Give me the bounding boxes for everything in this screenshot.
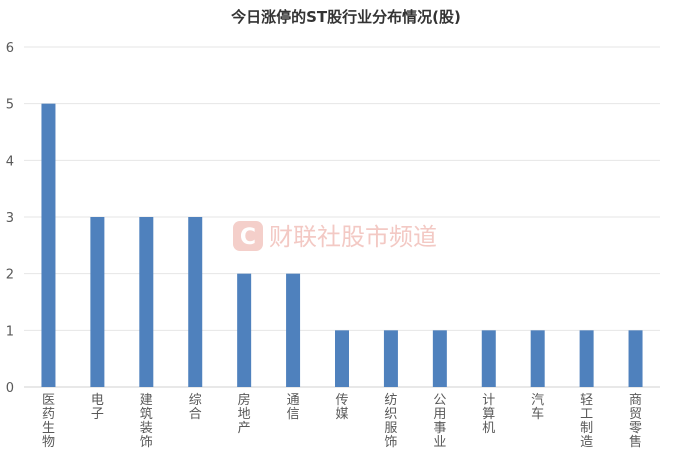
bar	[237, 273, 252, 387]
chart-title: 今日涨停的ST股行业分布情况(股)	[230, 8, 461, 26]
bar	[90, 217, 105, 387]
bar	[432, 330, 447, 387]
bar	[188, 217, 203, 387]
bar	[579, 330, 594, 387]
bar	[335, 330, 349, 387]
x-tick-label: 医药生物	[42, 393, 55, 450]
bar	[286, 273, 301, 387]
x-tick-label: 计算机	[482, 393, 495, 436]
bar	[530, 330, 545, 387]
x-tick-label: 传媒	[335, 393, 348, 422]
watermark-text: 财联社股市频道	[269, 223, 437, 251]
y-tick-label: 3	[6, 211, 14, 226]
x-tick-label: 电子	[91, 393, 104, 422]
y-tick-label: 2	[6, 268, 14, 283]
bar	[41, 103, 56, 388]
x-tick-label: 建筑装饰	[140, 393, 153, 450]
watermark-logo-icon: C	[233, 221, 263, 251]
svg-text:C: C	[240, 225, 256, 250]
watermark: C 财联社股市频道	[233, 221, 437, 251]
bars-layer	[41, 103, 643, 388]
bar	[628, 330, 643, 387]
x-axis-ticks: 医药生物 电子 建筑装饰 综合 房地产 通信 传媒 纺织服饰 公用事业 计算机 汽车 轻工制造 商贸零售	[42, 392, 642, 450]
y-tick-label: 1	[6, 324, 14, 339]
y-tick-label: 5	[6, 98, 14, 113]
x-tick-label: 公用事业	[433, 393, 446, 450]
x-tick-label: 轻工制造	[580, 393, 593, 450]
y-tick-label: 4	[6, 154, 14, 169]
x-tick-label: 汽车	[531, 393, 544, 422]
y-tick-label: 6	[6, 41, 14, 56]
x-tick-label: 商贸零售	[629, 393, 642, 450]
x-tick-label: 纺织服饰	[384, 393, 397, 450]
bar	[481, 330, 496, 387]
x-tick-label: 综合	[189, 393, 202, 422]
y-axis-ticks: 0 1 2 3 4 5 6	[6, 41, 14, 396]
x-tick-label: 房地产	[238, 392, 251, 436]
bar	[139, 217, 154, 387]
x-tick-label: 通信	[287, 393, 300, 422]
bar	[383, 330, 398, 387]
y-tick-label: 0	[6, 381, 14, 396]
grid-layer	[24, 46, 660, 388]
